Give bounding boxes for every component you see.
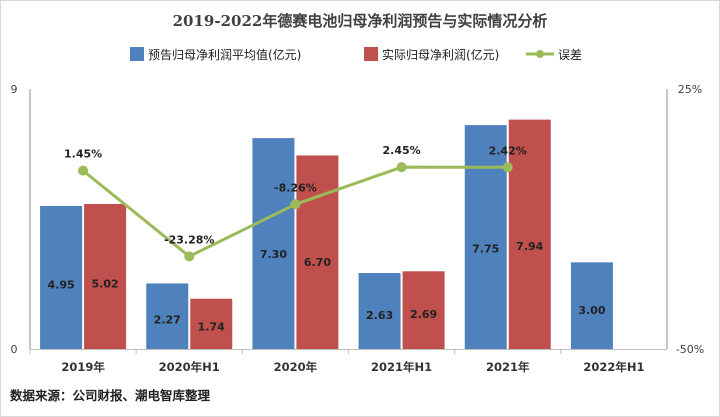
x-tick-label: 2020年H1 [159, 360, 220, 374]
bar [84, 203, 127, 349]
bar [570, 262, 613, 349]
error-value-label: 2.42% [489, 144, 527, 157]
bar-value-label: 4.95 [48, 279, 75, 292]
bar [190, 298, 233, 349]
x-tick-label: 2021年 [486, 360, 530, 374]
bar-value-label: 6.70 [304, 256, 331, 269]
data-labels: 4.95 5.02 2.27 1.74 7.30 6.70 2.63 2.69 7.75 7.94… [48, 144, 606, 333]
bar-value-label: 7.75 [472, 242, 499, 255]
x-tick-label: 2019年 [61, 360, 105, 374]
x-tick-label: 2021年H1 [371, 360, 432, 374]
legend-label: 实际归母净利润(亿元) [382, 47, 499, 62]
y2-tick-label: 25% [678, 83, 702, 96]
legend-marker [536, 50, 544, 58]
source-note: 数据来源：公司财报、潮电智库整理 [9, 388, 211, 403]
bar-value-label: 7.30 [260, 248, 287, 261]
legend-label: 误差 [558, 48, 582, 62]
error-point [184, 251, 195, 262]
chart-title: 2019-2022年德赛电池归母净利润预告与实际情况分析 [173, 12, 548, 30]
axes: 9 0 25% -50% 2019年 2020年H1 2020年 2021年H1 2021年 20… [11, 83, 705, 374]
bar [146, 283, 189, 349]
legend-swatch [364, 47, 378, 61]
error-point [396, 162, 407, 173]
y-tick-label: 0 [11, 343, 18, 356]
bar [358, 273, 401, 349]
legend-swatch [130, 47, 144, 61]
error-value-label: 1.45% [64, 148, 102, 161]
y-tick-label: 9 [11, 83, 18, 96]
bar [296, 155, 339, 349]
bar-value-label: 3.00 [578, 304, 605, 317]
error-value-label: 2.45% [382, 144, 420, 157]
bar [402, 271, 445, 349]
x-tick-label: 2022年H1 [583, 360, 644, 374]
error-point [290, 199, 301, 210]
legend: 预告归母净利润平均值(亿元) 实际归母净利润(亿元) 误差 [130, 47, 582, 62]
error-point [502, 162, 513, 173]
bar [464, 125, 507, 349]
bar-value-label: 7.94 [516, 240, 543, 253]
bar-value-label: 2.69 [410, 308, 437, 321]
bars [40, 119, 613, 349]
y2-tick-label: -50% [676, 343, 704, 356]
error-value-label: -8.26% [274, 181, 317, 194]
bar [252, 138, 295, 349]
bar [508, 119, 551, 349]
bar-value-label: 1.74 [198, 320, 225, 333]
error-line [78, 162, 513, 262]
bar-value-label: 2.63 [366, 309, 393, 322]
bar-value-label: 2.27 [154, 313, 181, 326]
error-point [78, 165, 89, 176]
bar-value-label: 5.02 [92, 278, 119, 291]
x-tick-label: 2020年 [274, 360, 318, 374]
legend-label: 预告归母净利润平均值(亿元) [148, 47, 301, 62]
bar [40, 206, 83, 349]
error-value-label: -23.28% [164, 233, 214, 246]
